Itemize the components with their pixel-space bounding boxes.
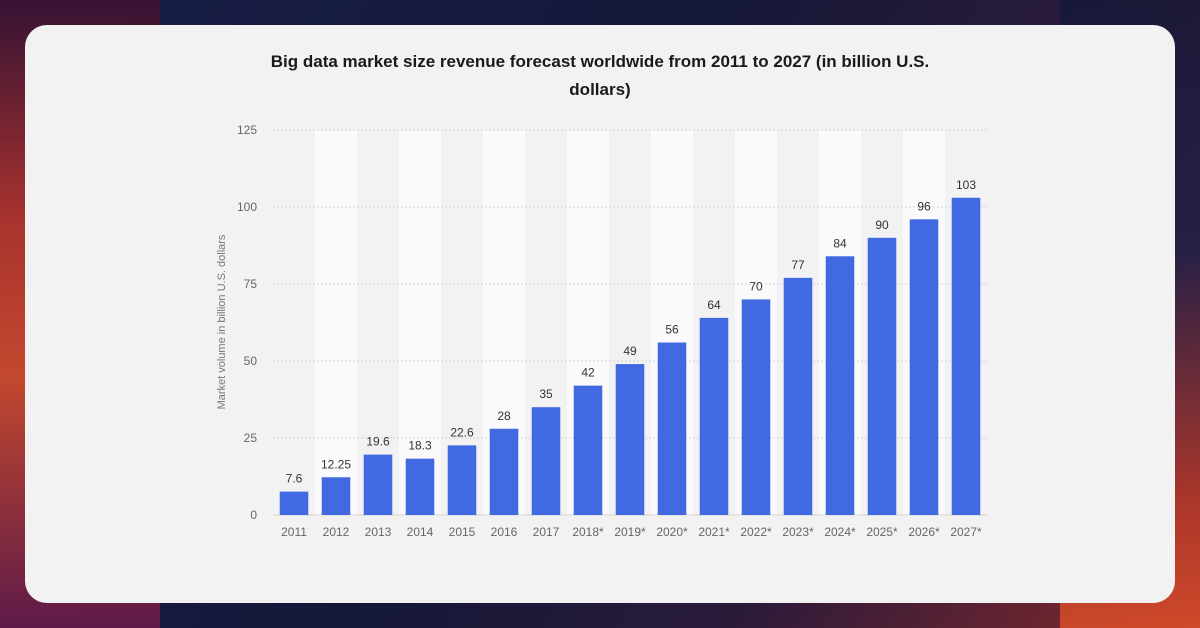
bar: [741, 299, 771, 515]
y-axis-ticks: 0 25 50 75 100 125: [237, 123, 257, 522]
y-axis-title: Market volume in billion U.S. dollars: [216, 234, 228, 409]
x-tick-label: 2026*: [908, 525, 940, 539]
x-tick-label: 2017: [533, 525, 560, 539]
bar: [573, 385, 603, 515]
bar-value-label: 84: [833, 236, 847, 250]
bar-value-label: 49: [623, 344, 637, 358]
bar-value-label: 19.6: [366, 435, 390, 449]
bar-value-label: 28: [497, 409, 511, 423]
bar-value-label: 56: [665, 323, 679, 337]
bar-value-label: 77: [791, 258, 805, 272]
bar: [489, 428, 519, 515]
bar: [867, 237, 897, 516]
x-tick-label: 2024*: [824, 525, 856, 539]
y-tick-label: 50: [244, 354, 258, 368]
column-band: [399, 130, 441, 515]
y-tick-label: 0: [250, 508, 257, 522]
x-tick-label: 2023*: [782, 525, 814, 539]
x-tick-label: 2020*: [656, 525, 688, 539]
bar-value-label: 7.6: [286, 472, 303, 486]
chart-title-line1: Big data market size revenue forecast wo…: [270, 52, 930, 71]
x-tick-label: 2015: [449, 525, 476, 539]
y-tick-label: 125: [237, 123, 257, 137]
column-band: [315, 130, 357, 515]
bar-value-label: 103: [956, 178, 976, 192]
bar-value-label: 12.25: [321, 457, 351, 471]
bar: [279, 491, 309, 515]
bar: [951, 197, 981, 515]
bar: [909, 219, 939, 515]
bar-value-label: 18.3: [408, 439, 432, 453]
chart-title-line2: dollars): [569, 80, 631, 99]
bar: [657, 342, 687, 515]
bar-value-label: 35: [539, 387, 553, 401]
bar-value-label: 22.6: [450, 425, 474, 439]
bar: [405, 458, 435, 515]
bar-value-label: 96: [917, 199, 931, 213]
x-tick-label: 2027*: [950, 525, 982, 539]
bar-value-label: 42: [581, 366, 595, 380]
x-tick-label: 2021*: [698, 525, 730, 539]
y-tick-label: 75: [244, 277, 258, 291]
x-tick-label: 2016: [491, 525, 518, 539]
bar: [363, 454, 393, 515]
bar: [615, 364, 645, 515]
x-tick-label: 2013: [365, 525, 392, 539]
bar: [447, 445, 477, 515]
y-tick-label: 100: [237, 200, 257, 214]
chart-title: Big data market size revenue forecast wo…: [0, 48, 1200, 104]
bar-value-label: 64: [707, 298, 721, 312]
x-tick-label: 2012: [323, 525, 350, 539]
bar-value-label: 90: [875, 218, 889, 232]
bar: [825, 256, 855, 515]
bar: [699, 317, 729, 515]
x-tick-label: 2014: [407, 525, 434, 539]
x-tick-label: 2018*: [572, 525, 604, 539]
x-tick-label: 2022*: [740, 525, 772, 539]
value-labels: 7.6 12.25 19.6 18.3 22.6 28 35 42 49 56 64 70 77 84 90…: [286, 178, 977, 486]
bar: [783, 277, 813, 515]
bar: [321, 477, 351, 515]
x-tick-label: 2025*: [866, 525, 898, 539]
bar: [531, 407, 561, 515]
x-tick-label: 2011: [281, 525, 307, 539]
y-tick-label: 25: [244, 431, 258, 445]
bars: [279, 197, 981, 516]
x-tick-label: 2019*: [614, 525, 646, 539]
x-axis-ticks: 2011 2012 2013 2014 2015 2016 2017 2018* 2019* 20…: [281, 525, 982, 539]
bar-value-label: 70: [749, 279, 763, 293]
